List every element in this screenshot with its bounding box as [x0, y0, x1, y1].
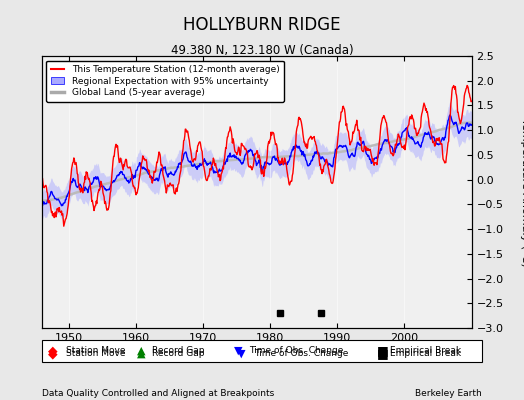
Text: ■: ■ [377, 344, 388, 357]
Y-axis label: Temperature Anomaly (°C): Temperature Anomaly (°C) [520, 118, 524, 266]
Text: Record Gap: Record Gap [152, 350, 204, 358]
Text: Time of Obs. Change: Time of Obs. Change [254, 350, 348, 358]
Text: ▼: ▼ [234, 346, 243, 356]
Text: ▲: ▲ [137, 346, 146, 356]
Text: Data Quality Controlled and Aligned at Breakpoints: Data Quality Controlled and Aligned at B… [42, 389, 274, 398]
Text: ◆: ◆ [48, 348, 57, 360]
Text: 49.380 N, 123.180 W (Canada): 49.380 N, 123.180 W (Canada) [171, 44, 353, 57]
Text: Time of Obs. Change: Time of Obs. Change [249, 346, 343, 355]
Text: ▼: ▼ [237, 349, 245, 359]
Text: HOLLYBURN RIDGE: HOLLYBURN RIDGE [183, 16, 341, 34]
Legend: This Temperature Station (12-month average), Regional Expectation with 95% uncer: This Temperature Station (12-month avera… [47, 60, 284, 102]
Text: Station Move: Station Move [66, 350, 125, 358]
Text: Record Gap: Record Gap [152, 346, 204, 355]
Text: Berkeley Earth: Berkeley Earth [416, 389, 482, 398]
Text: Station Move: Station Move [66, 346, 125, 355]
Text: ◆: ◆ [48, 344, 57, 357]
Text: Empirical Break: Empirical Break [390, 350, 462, 358]
Text: ■: ■ [377, 348, 388, 360]
Text: ▲: ▲ [137, 349, 146, 359]
Text: Empirical Break: Empirical Break [390, 346, 462, 355]
